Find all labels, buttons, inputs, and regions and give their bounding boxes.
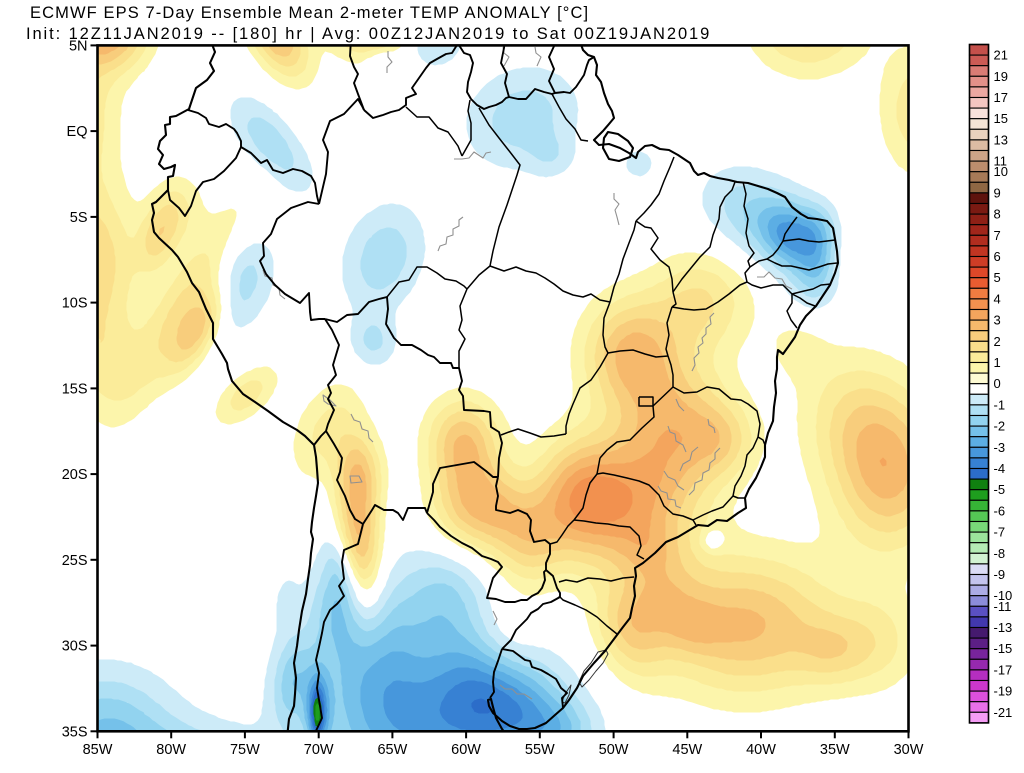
svg-text:55W: 55W bbox=[525, 742, 555, 758]
svg-text:60W: 60W bbox=[451, 742, 481, 758]
svg-text:40W: 40W bbox=[746, 742, 776, 758]
svg-text:30S: 30S bbox=[62, 639, 88, 655]
svg-text:10S: 10S bbox=[62, 296, 88, 312]
svg-text:15S: 15S bbox=[62, 381, 88, 397]
svg-text:-2: -2 bbox=[994, 419, 1006, 434]
svg-text:5S: 5S bbox=[70, 210, 88, 226]
svg-text:13: 13 bbox=[994, 132, 1008, 147]
svg-text:-5: -5 bbox=[994, 482, 1006, 497]
svg-text:35S: 35S bbox=[62, 724, 88, 740]
svg-text:9: 9 bbox=[994, 185, 1001, 200]
svg-text:65W: 65W bbox=[377, 742, 407, 758]
svg-text:5: 5 bbox=[994, 270, 1001, 285]
svg-text:-15: -15 bbox=[994, 641, 1013, 656]
svg-text:8: 8 bbox=[994, 207, 1001, 222]
svg-text:20S: 20S bbox=[62, 467, 88, 483]
svg-text:2: 2 bbox=[994, 334, 1001, 349]
svg-text:6: 6 bbox=[994, 249, 1001, 264]
svg-text:10: 10 bbox=[994, 164, 1008, 179]
svg-text:4: 4 bbox=[994, 291, 1001, 306]
svg-text:85W: 85W bbox=[83, 742, 113, 758]
svg-text:3: 3 bbox=[994, 313, 1001, 328]
svg-text:70W: 70W bbox=[304, 742, 334, 758]
svg-text:45W: 45W bbox=[672, 742, 702, 758]
svg-text:80W: 80W bbox=[156, 742, 186, 758]
svg-text:17: 17 bbox=[994, 90, 1008, 105]
svg-text:15: 15 bbox=[994, 111, 1008, 126]
svg-text:5N: 5N bbox=[69, 38, 88, 54]
svg-text:50W: 50W bbox=[599, 742, 629, 758]
svg-text:75W: 75W bbox=[230, 742, 260, 758]
svg-text:-3: -3 bbox=[994, 440, 1006, 455]
svg-text:25S: 25S bbox=[62, 553, 88, 569]
svg-text:-11: -11 bbox=[994, 599, 1012, 614]
svg-text:-19: -19 bbox=[994, 684, 1013, 699]
svg-text:-7: -7 bbox=[994, 525, 1006, 540]
svg-text:-4: -4 bbox=[994, 461, 1006, 476]
svg-text:-21: -21 bbox=[994, 705, 1013, 720]
svg-text:19: 19 bbox=[994, 69, 1008, 84]
svg-text:-6: -6 bbox=[994, 503, 1006, 518]
svg-text:0: 0 bbox=[994, 376, 1001, 391]
svg-text:30W: 30W bbox=[894, 742, 924, 758]
svg-text:-13: -13 bbox=[994, 620, 1013, 635]
svg-text:21: 21 bbox=[994, 48, 1008, 63]
svg-text:11: 11 bbox=[994, 154, 1008, 169]
svg-text:Init: 12Z11JAN2019 -- [180] hr: Init: 12Z11JAN2019 -- [180] hr | Avg: 00… bbox=[26, 25, 711, 43]
svg-text:-8: -8 bbox=[994, 546, 1006, 561]
svg-text:-9: -9 bbox=[994, 567, 1006, 582]
svg-text:1: 1 bbox=[994, 355, 1001, 370]
svg-text:-17: -17 bbox=[994, 662, 1013, 677]
svg-text:7: 7 bbox=[994, 228, 1001, 243]
svg-text:EQ: EQ bbox=[67, 124, 88, 140]
svg-text:-10: -10 bbox=[994, 588, 1013, 603]
svg-text:ECMWF EPS 7-Day Ensemble Mean: ECMWF EPS 7-Day Ensemble Mean 2-meter TE… bbox=[30, 4, 589, 22]
svg-text:-1: -1 bbox=[994, 397, 1006, 412]
svg-text:35W: 35W bbox=[820, 742, 850, 758]
